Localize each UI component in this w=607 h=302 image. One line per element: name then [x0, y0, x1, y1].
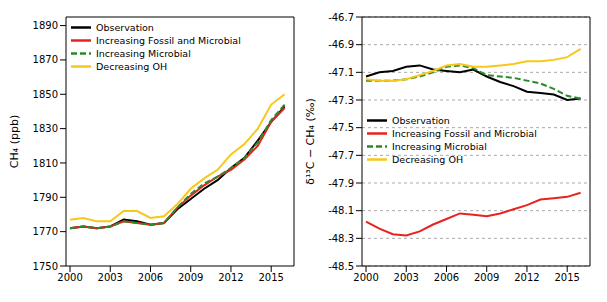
svg-text:1850: 1850 [33, 89, 58, 100]
svg-text:2006: 2006 [138, 272, 163, 283]
svg-text:2003: 2003 [98, 272, 123, 283]
svg-text:2009: 2009 [178, 272, 203, 283]
svg-text:1870: 1870 [33, 54, 58, 65]
svg-text:-47.3: -47.3 [328, 95, 354, 106]
svg-text:δ¹³C − CH₄ (‰): δ¹³C − CH₄ (‰) [304, 98, 317, 185]
svg-text:1750: 1750 [33, 261, 58, 272]
svg-text:1770: 1770 [33, 226, 58, 237]
svg-text:-46.7: -46.7 [328, 12, 354, 23]
svg-text:-48.5: -48.5 [328, 261, 354, 272]
svg-text:2006: 2006 [434, 272, 459, 283]
html-text:Decreasing OH: Decreasing OH [392, 153, 463, 165]
html-text:Increasing Microbial: Increasing Microbial [392, 140, 487, 152]
svg-text:-47.7: -47.7 [328, 150, 354, 161]
svg-text:1790: 1790 [33, 192, 58, 203]
html-text:Observation: Observation [392, 114, 450, 126]
svg-text:1890: 1890 [33, 20, 58, 31]
html-text:Increasing Fossil and Microbia: Increasing Fossil and Microbial [392, 127, 537, 139]
svg-text:-47.1: -47.1 [328, 67, 354, 78]
svg-text:-48.3: -48.3 [328, 233, 354, 244]
svg-text:2015: 2015 [554, 272, 579, 283]
svg-text:1830: 1830 [33, 123, 58, 134]
svg-text:2015: 2015 [258, 272, 283, 283]
svg-text:2012: 2012 [218, 272, 243, 283]
svg-text:-48.1: -48.1 [328, 205, 354, 216]
svg-text:2009: 2009 [474, 272, 499, 283]
html-text:Increasing Fossil and Microbia: Increasing Fossil and Microbial [96, 35, 241, 46]
html-text:Decreasing OH: Decreasing OH [96, 61, 167, 72]
svg-text:2000: 2000 [57, 272, 82, 283]
svg-text:2000: 2000 [353, 272, 378, 283]
html-text:Increasing Microbial: Increasing Microbial [96, 48, 191, 59]
html-text:Observation: Observation [96, 22, 154, 33]
svg-text:-47.5: -47.5 [328, 122, 354, 133]
svg-text:2003: 2003 [394, 272, 419, 283]
svg-text:-46.9: -46.9 [328, 39, 354, 50]
svg-text:-47.9: -47.9 [328, 178, 354, 189]
svg-text:1810: 1810 [33, 158, 58, 169]
svg-text:2012: 2012 [514, 272, 539, 283]
svg-text:CH₄ (ppb): CH₄ (ppb) [8, 115, 21, 168]
